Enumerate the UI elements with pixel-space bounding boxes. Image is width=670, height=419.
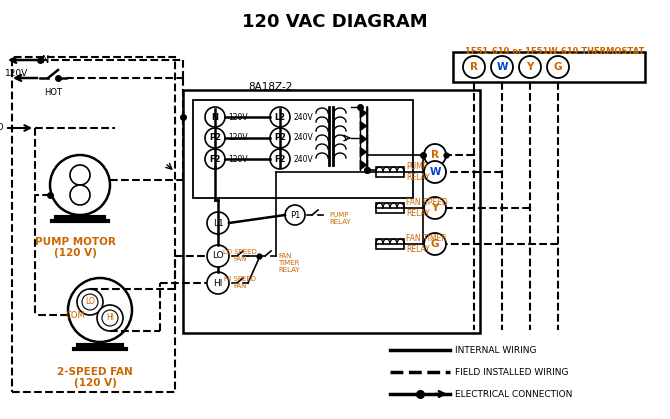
Circle shape bbox=[82, 294, 98, 310]
Text: PUMP MOTOR: PUMP MOTOR bbox=[35, 237, 115, 247]
Text: P2: P2 bbox=[274, 134, 286, 142]
Text: 120 VAC DIAGRAM: 120 VAC DIAGRAM bbox=[242, 13, 428, 31]
Text: Y: Y bbox=[527, 62, 534, 72]
Text: PUMP
RELAY: PUMP RELAY bbox=[329, 212, 350, 225]
Circle shape bbox=[270, 128, 290, 148]
Bar bbox=[376, 239, 404, 249]
Text: COM: COM bbox=[65, 310, 84, 320]
Bar bbox=[12, 57, 175, 392]
Text: W: W bbox=[429, 167, 441, 177]
Text: G: G bbox=[431, 239, 440, 249]
Text: 1F51-619 or 1F51W-619 THERMOSTAT: 1F51-619 or 1F51W-619 THERMOSTAT bbox=[465, 47, 645, 56]
Circle shape bbox=[50, 155, 110, 215]
Circle shape bbox=[285, 205, 305, 225]
Text: F2: F2 bbox=[209, 155, 220, 163]
Text: N: N bbox=[42, 55, 50, 65]
Text: Y: Y bbox=[431, 203, 439, 213]
Polygon shape bbox=[360, 147, 367, 157]
Circle shape bbox=[491, 56, 513, 78]
Bar bbox=[453, 52, 645, 82]
Text: PUMP
RELAY: PUMP RELAY bbox=[406, 162, 429, 182]
Circle shape bbox=[424, 161, 446, 183]
Text: FAN TIMER
RELAY: FAN TIMER RELAY bbox=[406, 234, 447, 253]
Circle shape bbox=[70, 165, 90, 185]
Bar bbox=[183, 90, 480, 333]
Circle shape bbox=[102, 310, 118, 326]
Circle shape bbox=[205, 149, 225, 169]
Text: 120V: 120V bbox=[228, 134, 248, 142]
Text: L2: L2 bbox=[275, 112, 285, 122]
Circle shape bbox=[207, 272, 229, 294]
Circle shape bbox=[424, 233, 446, 255]
Text: HOT: HOT bbox=[44, 88, 62, 97]
Circle shape bbox=[547, 56, 569, 78]
Circle shape bbox=[424, 144, 446, 166]
Text: LO SPEED
FAN: LO SPEED FAN bbox=[223, 249, 257, 262]
Text: FAN SPEED
RELAY: FAN SPEED RELAY bbox=[406, 198, 448, 218]
Circle shape bbox=[519, 56, 541, 78]
Text: ELECTRICAL CONNECTION: ELECTRICAL CONNECTION bbox=[455, 390, 572, 398]
Circle shape bbox=[70, 185, 90, 205]
Bar bbox=[193, 100, 413, 198]
Text: 120V: 120V bbox=[228, 112, 248, 122]
Text: LO: LO bbox=[85, 297, 95, 307]
Text: 120V: 120V bbox=[5, 68, 28, 78]
Text: HI: HI bbox=[213, 279, 222, 287]
Circle shape bbox=[270, 107, 290, 127]
Text: G: G bbox=[553, 62, 562, 72]
Circle shape bbox=[97, 305, 123, 331]
Text: 8A18Z-2: 8A18Z-2 bbox=[248, 82, 292, 92]
Polygon shape bbox=[360, 108, 367, 118]
Text: F2: F2 bbox=[274, 155, 285, 163]
Bar bbox=[376, 203, 404, 213]
Circle shape bbox=[424, 197, 446, 219]
Circle shape bbox=[207, 245, 229, 267]
Text: 240V: 240V bbox=[293, 134, 313, 142]
Text: 240V: 240V bbox=[293, 155, 313, 163]
Circle shape bbox=[205, 107, 225, 127]
Text: P2: P2 bbox=[209, 134, 221, 142]
Text: N: N bbox=[212, 112, 218, 122]
Circle shape bbox=[463, 56, 485, 78]
Circle shape bbox=[205, 128, 225, 148]
Circle shape bbox=[207, 212, 229, 234]
Text: FAN
TIMER
RELAY: FAN TIMER RELAY bbox=[278, 253, 299, 273]
Text: (120 V): (120 V) bbox=[54, 248, 96, 258]
Text: P1: P1 bbox=[290, 210, 300, 220]
Text: W: W bbox=[496, 62, 508, 72]
Polygon shape bbox=[360, 160, 367, 170]
Circle shape bbox=[68, 278, 132, 342]
Text: R: R bbox=[431, 150, 439, 160]
Text: (120 V): (120 V) bbox=[74, 378, 117, 388]
Text: LO: LO bbox=[212, 251, 224, 261]
Text: FIELD INSTALLED WIRING: FIELD INSTALLED WIRING bbox=[455, 367, 569, 377]
Text: 120V: 120V bbox=[228, 155, 248, 163]
Text: HI SPEED
FAN: HI SPEED FAN bbox=[224, 276, 256, 289]
Polygon shape bbox=[360, 134, 367, 144]
Text: L1: L1 bbox=[212, 218, 223, 228]
Text: INTERNAL WIRING: INTERNAL WIRING bbox=[455, 346, 537, 354]
Polygon shape bbox=[360, 121, 367, 131]
Text: R: R bbox=[470, 62, 478, 72]
Text: GND: GND bbox=[0, 124, 4, 132]
Circle shape bbox=[270, 149, 290, 169]
Text: 2-SPEED FAN: 2-SPEED FAN bbox=[57, 367, 133, 377]
Circle shape bbox=[77, 289, 103, 315]
Text: HI: HI bbox=[106, 313, 114, 323]
Text: 240V: 240V bbox=[293, 112, 313, 122]
Bar bbox=[376, 167, 404, 177]
